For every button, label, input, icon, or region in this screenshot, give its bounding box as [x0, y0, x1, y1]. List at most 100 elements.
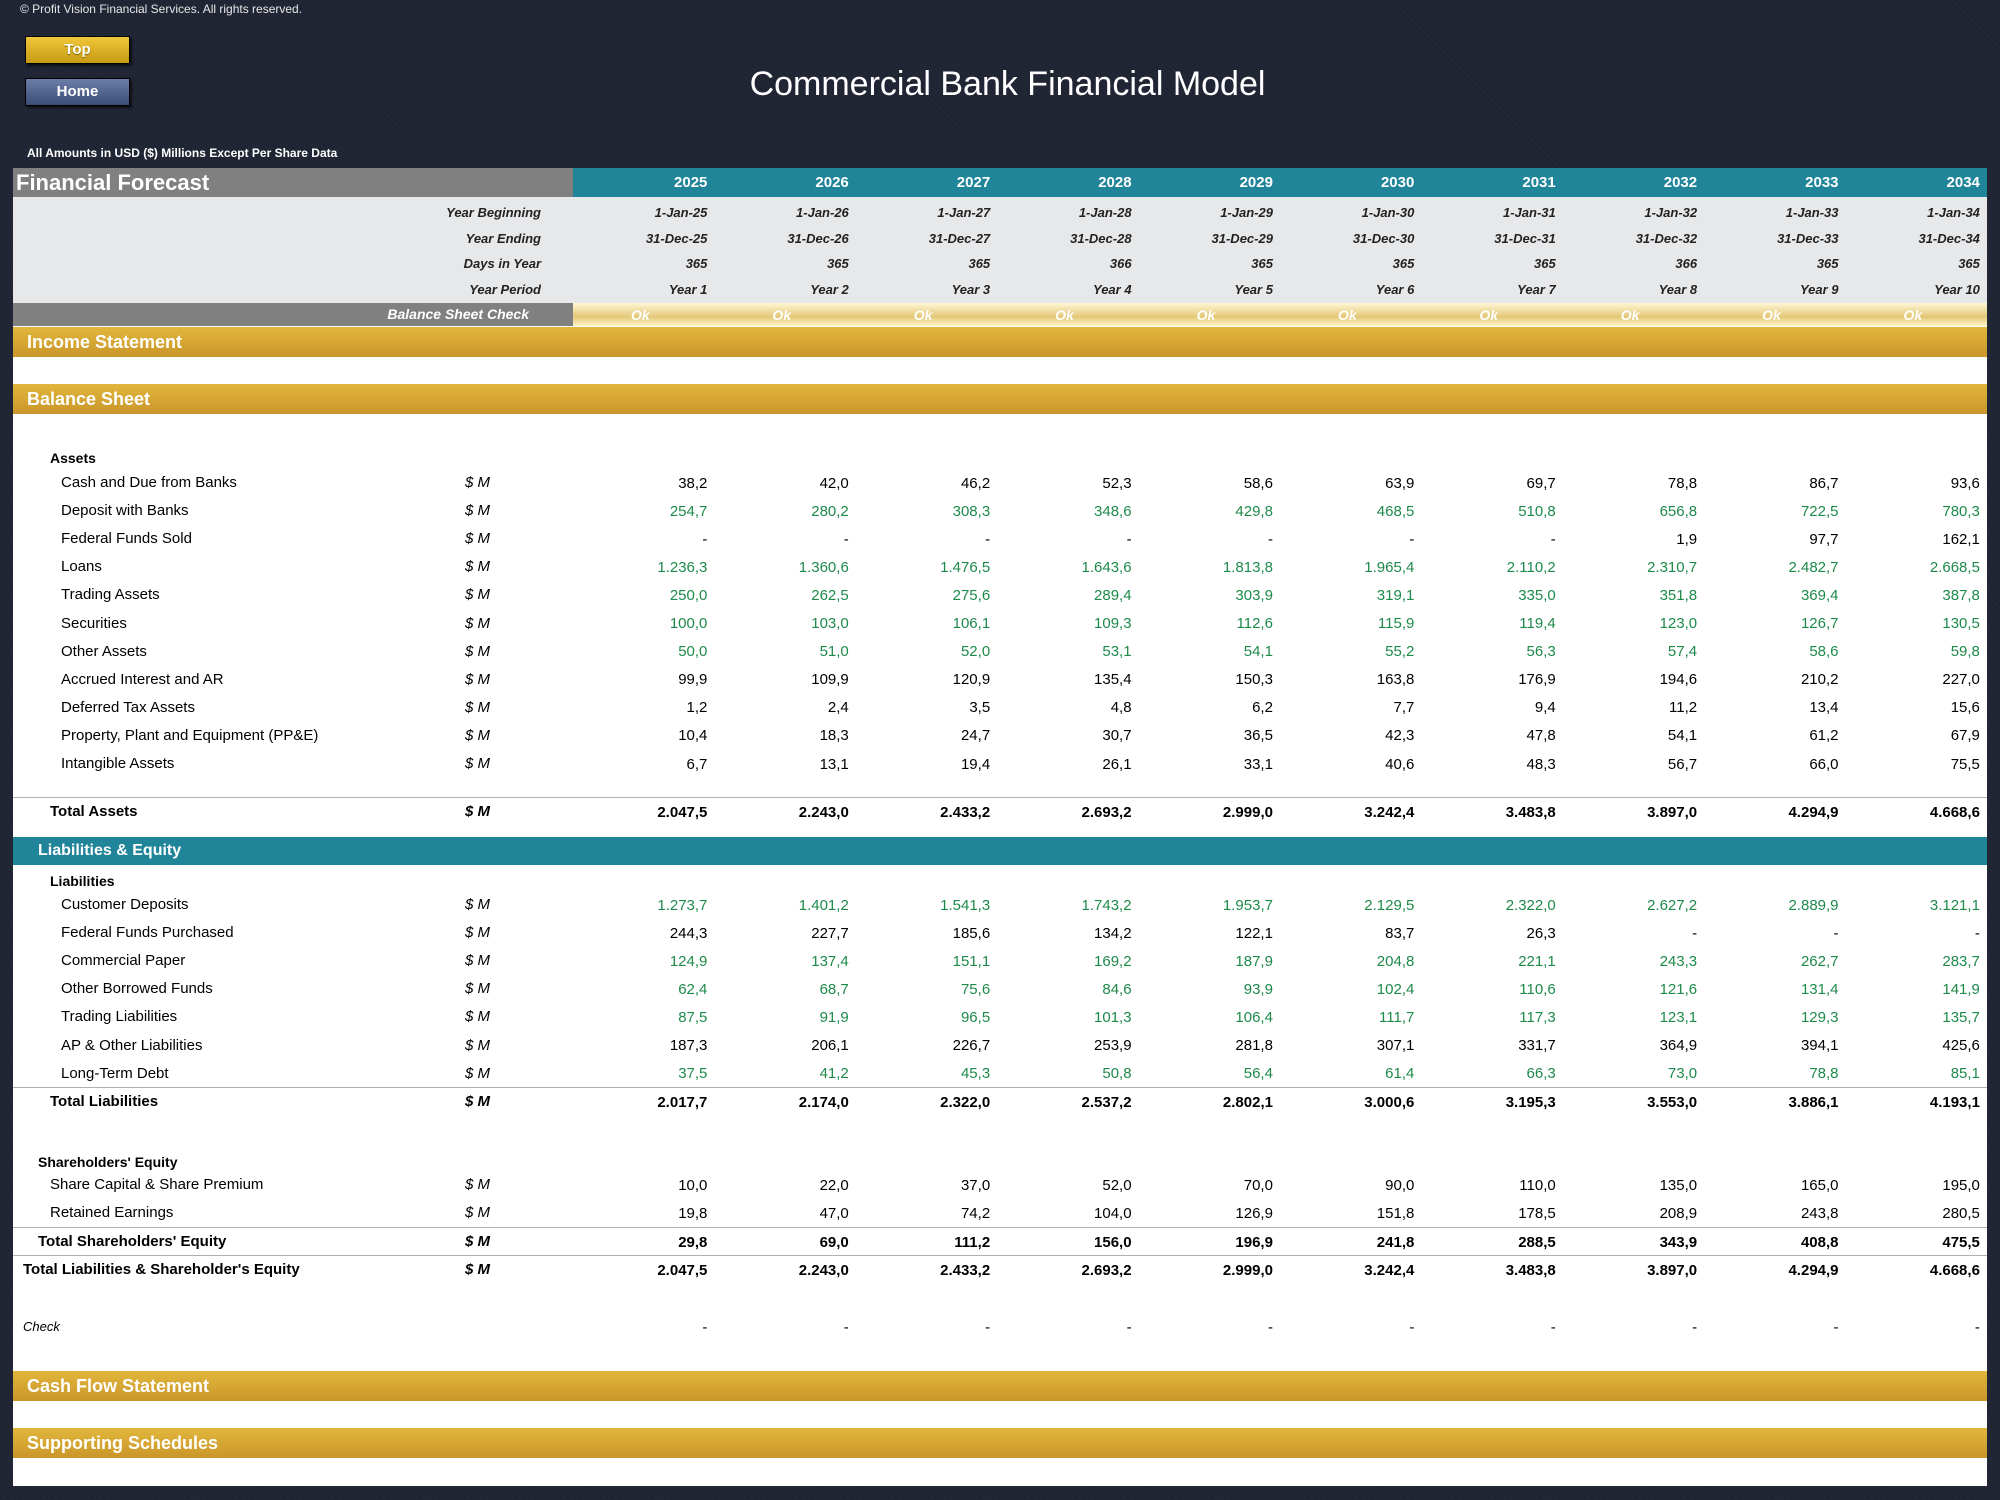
value-cell: 37,5	[678, 1065, 708, 1083]
row-label-area: Intangible Assets $ M	[13, 750, 573, 778]
value-cell: 47,8	[1526, 727, 1556, 745]
value-cell: 51,0	[819, 643, 849, 661]
row-label: Loans	[61, 558, 102, 576]
timeline-cell: 365	[827, 256, 849, 272]
unit-label: $ M	[465, 474, 491, 491]
value-cell: 195,0	[1942, 1176, 1980, 1194]
value-cell: 4.668,6	[1929, 1261, 1980, 1279]
value-cell: 36,5	[1243, 727, 1273, 745]
value-cell: 115,9	[1377, 615, 1415, 632]
value-cell: 2.243,0	[798, 1261, 849, 1279]
value-cell: 2.174,0	[798, 1093, 849, 1111]
value-cell: -	[1692, 924, 1698, 942]
value-cell: 2.999,0	[1222, 1261, 1273, 1279]
top-button[interactable]: Top	[25, 36, 130, 64]
timeline-cell: 31-Dec-30	[1352, 230, 1415, 246]
value-cell: 58,6	[1243, 474, 1273, 492]
timeline-cell: 365	[1251, 256, 1273, 272]
timeline-cell: Year 8	[1658, 281, 1698, 297]
total-liabilities-equity-row: Total Liabilities & Shareholder's Equity…	[13, 1255, 1987, 1284]
row-label-area: Total Shareholders' Equity $ M	[13, 1228, 573, 1256]
value-cell: 221,1	[1518, 952, 1556, 970]
value-cell: -	[1267, 1318, 1273, 1336]
value-cell: 123,0	[1659, 615, 1698, 632]
timeline-cell: 366	[1109, 256, 1132, 272]
value-cell: 2.322,0	[940, 1093, 991, 1111]
value-cell: 364,9	[1659, 1037, 1698, 1054]
timeline-row: Year Period Year 1 Year 2 Year 3 Year 4 Year …	[13, 277, 1987, 303]
row-label-area: AP & Other Liabilities $ M	[13, 1032, 573, 1060]
value-cell: 58,6	[1809, 643, 1839, 661]
value-cell: 4.294,9	[1788, 1261, 1839, 1279]
value-cell: 3.897,0	[1647, 803, 1698, 821]
table-row: Trading Assets $ M 250,0 262,5 275,6 289,4 303…	[13, 581, 1987, 609]
value-cell: 1.813,8	[1222, 558, 1273, 576]
row-label: Long-Term Debt	[61, 1064, 169, 1082]
value-cell: 2.693,2	[1081, 803, 1132, 821]
value-cell: 2.433,2	[940, 803, 991, 821]
value-cell: 6,7	[686, 755, 708, 773]
unit-label: $ M	[465, 558, 491, 576]
value-cell: 351,8	[1659, 586, 1698, 604]
value-cell: 1.401,2	[798, 896, 849, 914]
timeline-cell: Year 5	[1234, 281, 1273, 297]
value-cell: 111,2	[954, 1233, 991, 1251]
value-cell: 40,6	[1385, 755, 1415, 773]
timeline-cell: Year 4	[1093, 281, 1132, 297]
value-cell: 241,8	[1376, 1233, 1415, 1251]
value-cell: -	[1833, 924, 1839, 942]
table-row: Accrued Interest and AR $ M 99,9 109,9 120,9…	[13, 666, 1987, 694]
timeline-cell: 366	[1675, 256, 1698, 272]
page-title: Commercial Bank Financial Model	[749, 65, 1266, 103]
value-cell: 307,1	[1376, 1037, 1415, 1054]
timeline-cell: 31-Dec-32	[1635, 230, 1698, 246]
timeline-cell: Year 6	[1375, 281, 1415, 297]
value-cell: 26,3	[1526, 924, 1556, 942]
timeline-cell: 1-Jan-30	[1361, 205, 1415, 221]
value-cell: 656,8	[1659, 502, 1698, 520]
income-statement-band[interactable]: Income Statement	[13, 327, 1987, 357]
row-label: Check	[23, 1319, 60, 1334]
unit-label: $ M	[465, 1233, 491, 1250]
check-row: Check - - - - - - - - - -	[13, 1313, 1987, 1341]
timeline-cell: 31-Dec-29	[1211, 230, 1273, 246]
row-label-area: Share Capital & Share Premium $ M	[13, 1171, 573, 1199]
forecast-label: Financial Forecast	[13, 168, 573, 197]
value-cell: 62,4	[678, 980, 708, 998]
home-button[interactable]: Home	[25, 78, 130, 106]
table-row: Federal Funds Sold $ M - - - - - - - 1,9 97,7 162,1	[13, 525, 1987, 553]
row-label: Share Capital & Share Premium	[50, 1176, 264, 1193]
table-row: Cash and Due from Banks $ M 38,2 42,0 46,2 52…	[13, 469, 1987, 497]
timeline-cell: 1-Jan-31	[1502, 205, 1556, 221]
unit-label: $ M	[465, 755, 491, 772]
cash-flow-band[interactable]: Cash Flow Statement	[13, 1371, 1987, 1401]
value-cell: 194,6	[1659, 671, 1698, 689]
value-cell: 66,3	[1526, 1065, 1556, 1083]
value-cell: 109,9	[811, 671, 849, 689]
value-cell: 151,8	[1376, 1204, 1415, 1222]
value-cell: 2.047,5	[657, 803, 708, 821]
row-label: Federal Funds Sold	[61, 530, 192, 548]
value-cell: 119,4	[1519, 615, 1556, 632]
value-cell: 63,9	[1385, 474, 1415, 492]
value-cell: 124,9	[669, 952, 708, 970]
timeline-cell: Year 3	[951, 281, 991, 297]
balance-sheet-band[interactable]: Balance Sheet	[13, 384, 1987, 414]
liabilities-equity-band: Liabilities & Equity	[13, 837, 1987, 865]
timeline-row-label: Year Ending	[465, 230, 541, 246]
supporting-schedules-band[interactable]: Supporting Schedules	[13, 1428, 1987, 1458]
total-equity-row: Total Shareholders' Equity $ M 29,8 69,0 111…	[13, 1227, 1987, 1256]
row-label: Trading Liabilities	[61, 1008, 178, 1026]
value-cell: 104,0	[1094, 1204, 1132, 1222]
unit-label: $ M	[465, 924, 491, 942]
value-cell: 91,9	[819, 1008, 849, 1026]
value-cell: 122,1	[1235, 924, 1273, 942]
value-cell: 394,1	[1800, 1037, 1839, 1054]
value-cell: 78,8	[1667, 474, 1698, 492]
value-cell: -	[1409, 1318, 1415, 1336]
value-cell: 29,8	[678, 1233, 708, 1251]
balance-check-status: Ok	[913, 306, 933, 323]
timeline-cell: 365	[685, 256, 708, 272]
value-cell: 425,6	[1942, 1037, 1980, 1054]
unit-label: $ M	[465, 1036, 491, 1054]
